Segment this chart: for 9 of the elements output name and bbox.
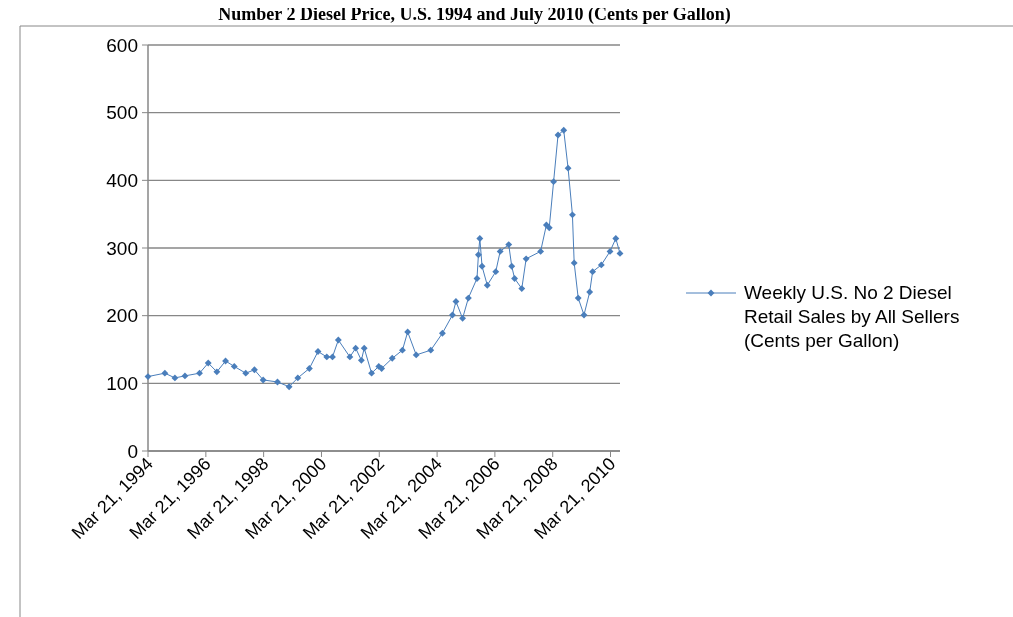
chart-title: Number 2 Diesel Price, U.S. 1994 and July 2010 (Cents per Gallon) [218, 4, 731, 25]
y-tick-label: 0 [127, 440, 138, 462]
y-tick-label: 200 [106, 305, 138, 327]
y-tick-label: 100 [106, 372, 138, 394]
y-tick-label: 300 [106, 237, 138, 259]
y-tick-label: 400 [106, 169, 138, 191]
y-tick-label: 500 [106, 102, 138, 124]
legend-label: Weekly U.S. No 2 Diesel Retail Sales by All Sellers (Cents per Gallon) [744, 282, 960, 351]
y-tick-label: 600 [106, 34, 138, 56]
